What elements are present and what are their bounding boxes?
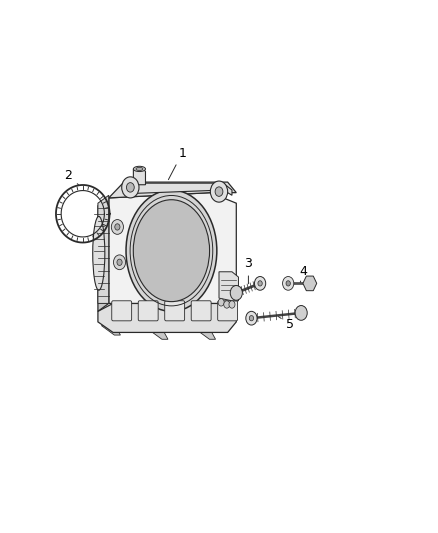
Circle shape [113, 255, 126, 270]
Circle shape [254, 277, 266, 290]
Ellipse shape [134, 166, 145, 172]
Polygon shape [197, 330, 215, 340]
FancyBboxPatch shape [218, 301, 237, 321]
Ellipse shape [136, 167, 143, 171]
FancyBboxPatch shape [112, 301, 132, 321]
Ellipse shape [93, 216, 105, 290]
Circle shape [115, 224, 120, 230]
Circle shape [230, 286, 242, 300]
Polygon shape [101, 326, 120, 335]
Polygon shape [134, 169, 145, 185]
Circle shape [283, 277, 294, 290]
Polygon shape [149, 330, 168, 340]
Circle shape [117, 259, 122, 265]
Text: 1: 1 [168, 147, 186, 180]
Circle shape [111, 220, 124, 235]
Text: 3: 3 [244, 257, 252, 284]
Polygon shape [98, 195, 109, 303]
Circle shape [127, 183, 134, 192]
Polygon shape [109, 192, 236, 303]
Polygon shape [126, 183, 232, 195]
Polygon shape [98, 198, 109, 311]
Circle shape [215, 187, 223, 196]
FancyBboxPatch shape [165, 301, 185, 321]
Polygon shape [98, 303, 236, 333]
Text: 4: 4 [300, 265, 307, 282]
Ellipse shape [133, 200, 209, 302]
FancyBboxPatch shape [191, 301, 211, 321]
Circle shape [229, 301, 235, 308]
Circle shape [295, 305, 307, 320]
Circle shape [258, 281, 262, 286]
Circle shape [122, 177, 139, 198]
Circle shape [286, 281, 290, 286]
Circle shape [218, 298, 224, 306]
Circle shape [249, 316, 254, 321]
Polygon shape [109, 182, 236, 198]
Circle shape [210, 181, 228, 202]
Circle shape [246, 311, 257, 325]
Polygon shape [219, 272, 238, 301]
Text: 2: 2 [64, 169, 78, 185]
Text: 5: 5 [279, 317, 294, 331]
Circle shape [224, 301, 230, 308]
Ellipse shape [126, 190, 217, 311]
FancyBboxPatch shape [138, 301, 158, 321]
